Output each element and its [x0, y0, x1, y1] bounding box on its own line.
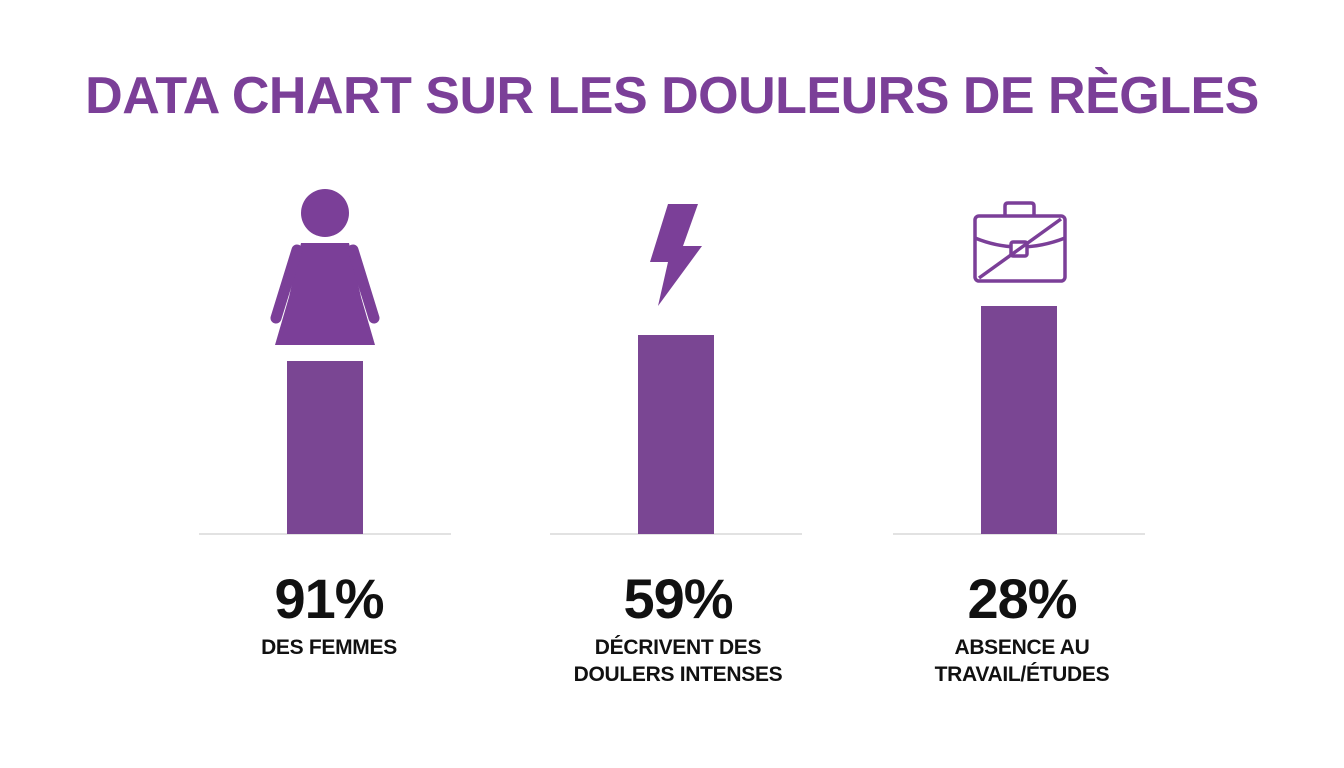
chart-title: DATA CHART SUR LES DOULEURS DE RÈGLES	[85, 67, 1259, 125]
bar	[287, 361, 363, 534]
value-label: 59%	[623, 567, 733, 630]
category-label-line: TRAVAIL/ÉTUDES	[934, 663, 1110, 686]
value-label: 91%	[274, 567, 384, 630]
bar	[981, 306, 1057, 534]
value-label: 28%	[967, 567, 1077, 630]
category-label-line: DES FEMMES	[261, 636, 397, 659]
stat-block-3: 28% ABSENCE AU TRAVAIL/ÉTUDES	[872, 568, 1172, 688]
category-label-line: ABSENCE AU	[954, 636, 1090, 659]
category-label-line: DÉCRIVENT DES	[594, 636, 762, 659]
crossed-briefcase-icon	[973, 201, 1067, 283]
category-label-line: DOULERS INTENSES	[573, 663, 783, 686]
bar	[638, 335, 714, 534]
woman-icon	[270, 189, 380, 345]
stat-block-1: 91% DES FEMMES	[179, 568, 479, 661]
lightning-bolt-icon	[650, 204, 702, 306]
stat-block-2: 59% DÉCRIVENT DES DOULERS INTENSES	[528, 568, 828, 688]
